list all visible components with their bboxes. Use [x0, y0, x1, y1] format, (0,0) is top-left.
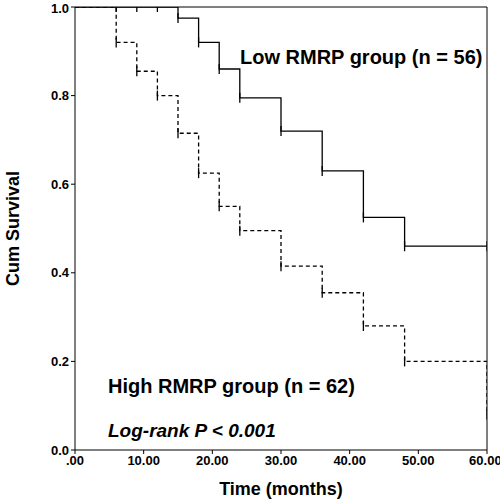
svg-text:50.00: 50.00: [402, 453, 435, 468]
svg-text:Time (months): Time (months): [219, 479, 343, 499]
svg-text:30.00: 30.00: [265, 453, 298, 468]
svg-text:40.00: 40.00: [333, 453, 366, 468]
svg-text:1.0: 1.0: [51, 1, 69, 16]
svg-text:0.0: 0.0: [51, 443, 69, 458]
svg-text:Cum Survival: Cum Survival: [8, 171, 23, 286]
html-text:Low RMRP group (n = 56): Low RMRP group (n = 56): [240, 46, 483, 68]
html-text:High RMRP group (n = 62): High RMRP group (n = 62): [108, 375, 355, 397]
svg-text:0.4: 0.4: [51, 265, 70, 280]
html-text:Log-rank P < 0.001: Log-rank P < 0.001: [108, 420, 276, 441]
svg-text:.00: .00: [66, 453, 84, 469]
svg-text:0.8: 0.8: [51, 88, 69, 103]
svg-text:0.2: 0.2: [51, 354, 69, 369]
svg-text:20.00: 20.00: [196, 453, 229, 468]
svg-text:0.6: 0.6: [51, 177, 69, 192]
svg-text:60.00: 60.00: [469, 453, 492, 468]
svg-text:10.00: 10.00: [127, 453, 160, 468]
